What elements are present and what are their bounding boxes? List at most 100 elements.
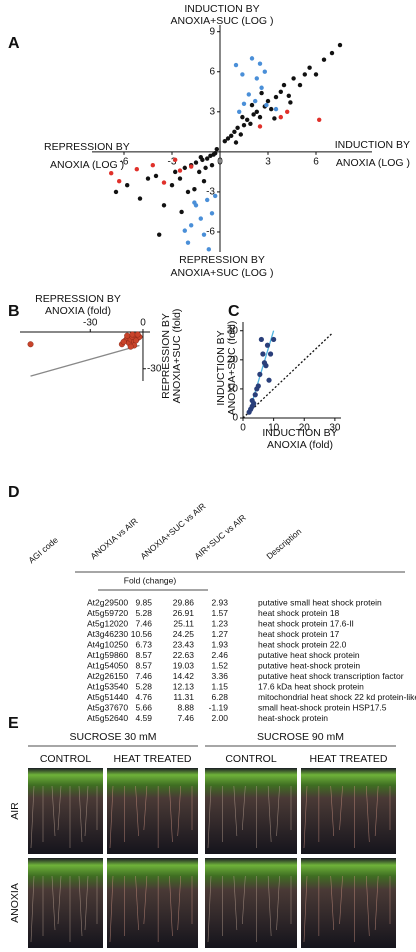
point — [233, 62, 239, 68]
table-cell: At2g29500 — [87, 597, 128, 607]
table-cell: heat shock protein 17 — [258, 629, 340, 639]
table-cell: At1g53540 — [87, 681, 128, 691]
table-cell: 19.03 — [173, 660, 195, 670]
point — [258, 336, 264, 343]
axis-label: REPRESSION BY — [160, 313, 172, 399]
point — [302, 72, 307, 77]
table-cell: 8.88 — [177, 702, 194, 712]
column-header: ANOXIA vs AIR — [88, 516, 139, 561]
point — [173, 157, 178, 163]
table-cell: 26.91 — [173, 608, 195, 618]
point — [201, 179, 207, 184]
photo — [301, 858, 396, 948]
table-cell: 1.27 — [211, 629, 228, 639]
point — [161, 180, 167, 185]
table-cell: 10.56 — [131, 629, 153, 639]
table-cell: 1.23 — [211, 618, 228, 628]
column-label: CONTROL — [225, 753, 276, 765]
table-cell: At3g46230 — [87, 629, 128, 639]
table-cell: 17.6 kDa heat shock protein — [258, 681, 364, 691]
table-cell: 9.85 — [135, 597, 152, 607]
root — [303, 785, 308, 849]
point — [313, 72, 319, 77]
point — [281, 82, 287, 88]
point — [120, 338, 127, 345]
table-cell: small heat-shock protein HSP17.5 — [258, 702, 387, 712]
point — [267, 351, 274, 357]
point — [238, 132, 243, 137]
panel-label: D — [8, 484, 20, 501]
point — [262, 69, 267, 74]
point — [254, 109, 259, 114]
point — [229, 133, 234, 139]
x-tick-label: 0 — [140, 318, 146, 329]
point — [157, 232, 162, 237]
point — [240, 72, 245, 77]
table-cell: At1g59860 — [87, 650, 128, 660]
point — [257, 124, 263, 129]
point — [185, 189, 191, 195]
point — [249, 102, 255, 108]
point — [134, 167, 139, 172]
point — [193, 160, 199, 165]
root — [330, 875, 335, 931]
point — [259, 90, 264, 96]
point — [222, 138, 227, 144]
root — [374, 875, 379, 931]
axis-label: INDUCTION BY — [215, 330, 227, 405]
point — [251, 112, 256, 117]
axis-label: REPRESSION BY — [179, 254, 265, 266]
root — [169, 875, 173, 937]
point — [337, 42, 343, 48]
point — [285, 109, 290, 114]
table-cell: 22.63 — [173, 650, 195, 660]
y-tick-label: 0 — [232, 413, 238, 424]
axis-label: REPRESSION BY — [44, 141, 130, 153]
root — [207, 785, 212, 849]
point — [249, 397, 255, 404]
point — [137, 196, 143, 201]
x-tick-label: 10 — [268, 423, 280, 434]
axis-label: ANOXIA (fold) — [267, 439, 333, 451]
root — [303, 875, 308, 943]
point — [252, 392, 258, 398]
point — [150, 163, 155, 168]
root — [143, 875, 148, 925]
axis-label: INDUCTION BY — [184, 3, 259, 15]
root — [339, 785, 343, 831]
panel-label: E — [8, 715, 19, 732]
y-tick-label: -3 — [206, 187, 215, 198]
root — [84, 875, 89, 931]
table-cell: 29.86 — [173, 597, 195, 607]
table-cell: 1.15 — [211, 681, 228, 691]
point — [248, 121, 253, 127]
point — [245, 117, 250, 123]
table-cell: At2g26150 — [87, 671, 128, 681]
x-tick-label: 6 — [313, 156, 319, 167]
root — [241, 785, 246, 831]
y-tick-label: 6 — [209, 66, 215, 77]
y-tick-label: 10 — [227, 384, 239, 395]
point — [241, 122, 247, 128]
row-label: ANOXIA — [9, 883, 21, 923]
photo — [205, 858, 297, 948]
point — [297, 82, 303, 88]
table-cell: At1g54050 — [87, 660, 128, 670]
axis-label: ANOXIA (LOG ) — [50, 159, 124, 171]
photo — [107, 768, 198, 854]
point — [278, 89, 283, 94]
table-cell: heat shock protein 22.0 — [258, 639, 347, 649]
root — [84, 785, 89, 837]
panel-label: B — [8, 303, 20, 320]
point — [161, 203, 167, 208]
axis-label: INDUCTION BY — [335, 139, 410, 151]
root — [330, 785, 335, 837]
table-cell: 1.93 — [211, 639, 228, 649]
point — [266, 377, 272, 383]
point — [307, 65, 312, 70]
point — [129, 331, 136, 338]
table-cell: At5g52640 — [87, 713, 128, 723]
table-cell: 4.76 — [135, 692, 152, 702]
point — [225, 136, 231, 141]
